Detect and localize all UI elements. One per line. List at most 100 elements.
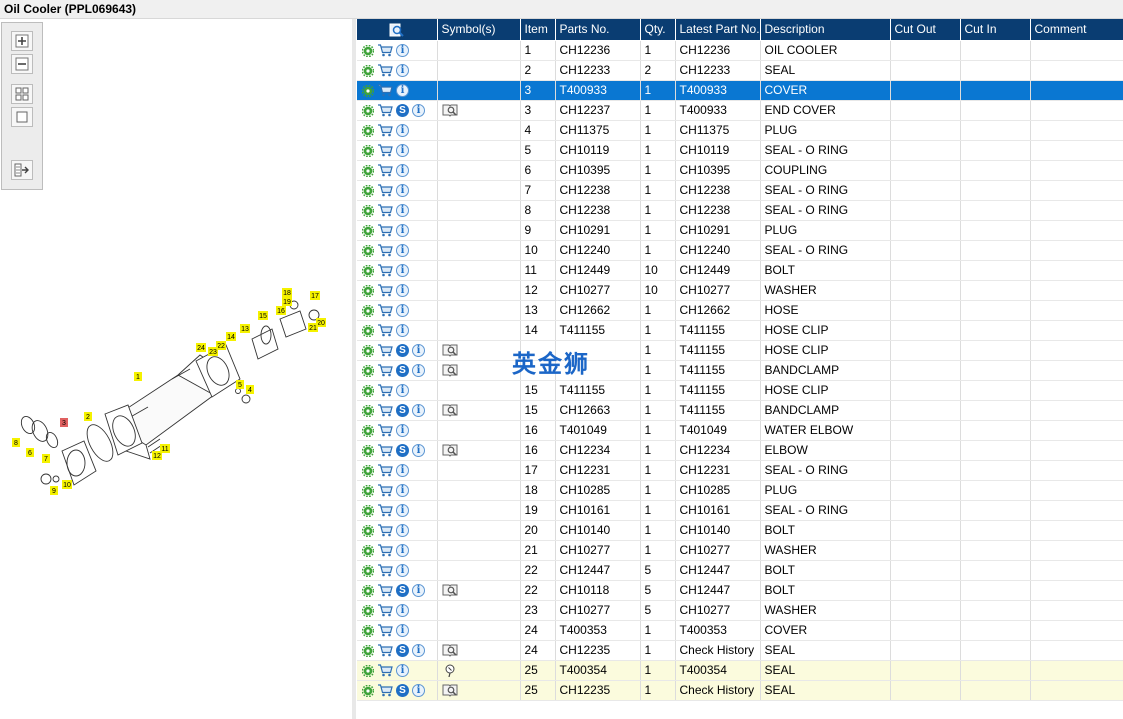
table-row[interactable]: i 18 CH10285 1 CH10285 PLUG (357, 480, 1123, 501)
cart-icon[interactable] (377, 64, 393, 77)
cart-icon[interactable] (377, 544, 393, 557)
table-row[interactable]: i 17 CH12231 1 CH12231 SEAL - O RING (357, 460, 1123, 481)
gear-icon[interactable] (362, 484, 374, 497)
gear-icon[interactable] (362, 204, 374, 217)
gear-icon[interactable] (362, 404, 374, 417)
table-row[interactable]: i 1 CH12236 1 CH12236 OIL COOLER (357, 40, 1123, 61)
table-row[interactable]: i 19 CH10161 1 CH10161 SEAL - O RING (357, 500, 1123, 521)
info-icon[interactable]: i (396, 304, 409, 318)
service-bulletin-icon[interactable]: S (396, 404, 409, 418)
info-icon[interactable]: i (396, 624, 409, 638)
table-row[interactable]: i 15 T411155 1 T411155 HOSE CLIP (357, 380, 1123, 401)
supersession-book-icon[interactable] (442, 444, 458, 457)
table-row[interactable]: i 3 T400933 1 T400933 COVER (357, 80, 1123, 101)
cart-icon[interactable] (377, 444, 393, 457)
info-icon[interactable]: i (396, 464, 409, 478)
info-icon[interactable]: i (396, 424, 409, 438)
callout-22[interactable]: 22 (216, 341, 226, 350)
cart-icon[interactable] (377, 364, 393, 377)
info-icon[interactable]: i (396, 144, 409, 158)
info-icon[interactable]: i (396, 664, 409, 678)
cart-icon[interactable] (377, 284, 393, 297)
cart-icon[interactable] (377, 344, 393, 357)
column-header-cut-in[interactable]: Cut In (960, 19, 1031, 41)
info-icon[interactable]: i (396, 384, 409, 398)
gear-icon[interactable] (362, 324, 374, 337)
callout-21[interactable]: 21 (308, 323, 318, 332)
info-icon[interactable]: i (396, 44, 409, 58)
info-icon[interactable]: i (396, 324, 409, 338)
info-icon[interactable]: i (412, 364, 425, 378)
callout-16[interactable]: 16 (276, 306, 286, 315)
cart-icon[interactable] (377, 244, 393, 257)
gear-icon[interactable] (362, 304, 374, 317)
info-icon[interactable]: i (412, 104, 425, 118)
info-icon[interactable]: i (412, 644, 425, 658)
gear-icon[interactable] (362, 624, 374, 637)
table-row[interactable]: i 5 CH10119 1 CH10119 SEAL - O RING (357, 140, 1123, 161)
callout-12[interactable]: 12 (152, 451, 162, 460)
cart-icon[interactable] (377, 424, 393, 437)
info-icon[interactable]: i (396, 164, 409, 178)
callout-19[interactable]: 19 (282, 297, 292, 306)
gear-icon[interactable] (362, 604, 374, 617)
info-icon[interactable]: i (396, 184, 409, 198)
service-bulletin-icon[interactable]: S (396, 444, 409, 458)
table-row[interactable]: i 13 CH12662 1 CH12662 HOSE (357, 300, 1123, 321)
column-header-cut-out[interactable]: Cut Out (890, 19, 961, 41)
callout-10[interactable]: 10 (62, 480, 72, 489)
info-icon[interactable]: i (396, 224, 409, 238)
info-icon[interactable]: i (396, 544, 409, 558)
table-row[interactable]: i 2 CH12233 2 CH12233 SEAL (357, 60, 1123, 81)
gear-icon[interactable] (362, 224, 374, 237)
supersession-book-icon[interactable] (442, 104, 458, 117)
table-row[interactable]: i 21 CH10277 1 CH10277 WASHER (357, 540, 1123, 561)
column-header-description[interactable]: Description (760, 19, 891, 41)
exploded-parts-diagram[interactable]: 1 2 3 4 5 6 7 8 9 10 11 12 13 14 15 16 1… (0, 249, 352, 519)
info-icon[interactable]: i (396, 484, 409, 498)
column-header-item[interactable]: Item (520, 19, 556, 41)
column-header-comment[interactable]: Comment (1030, 19, 1123, 41)
gear-icon[interactable] (362, 184, 374, 197)
info-icon[interactable]: i (396, 284, 409, 298)
table-row[interactable]: i 9 CH10291 1 CH10291 PLUG (357, 220, 1123, 241)
table-row[interactable]: i 20 CH10140 1 CH10140 BOLT (357, 520, 1123, 541)
cart-icon[interactable] (377, 384, 393, 397)
cart-icon[interactable] (377, 584, 393, 597)
pane-splitter[interactable] (352, 19, 356, 719)
gear-icon[interactable] (362, 464, 374, 477)
table-row[interactable]: i 12 CH10277 10 CH10277 WASHER (357, 280, 1123, 301)
supersession-book-icon[interactable] (442, 644, 458, 657)
callout-15[interactable]: 15 (258, 311, 268, 320)
cart-icon[interactable] (377, 84, 393, 97)
supersession-book-icon[interactable] (442, 404, 458, 417)
column-header-parts-no[interactable]: Parts No. (555, 19, 641, 41)
cart-icon[interactable] (377, 144, 393, 157)
callout-13[interactable]: 13 (240, 324, 250, 333)
gear-icon[interactable] (362, 64, 374, 77)
gear-icon[interactable] (362, 164, 374, 177)
info-icon[interactable]: i (396, 504, 409, 518)
callout-18[interactable]: 18 (282, 288, 292, 297)
cart-icon[interactable] (377, 184, 393, 197)
info-icon[interactable]: i (396, 264, 409, 278)
gear-icon[interactable] (362, 84, 374, 97)
service-bulletin-icon[interactable]: S (396, 644, 409, 658)
gear-icon[interactable] (362, 504, 374, 517)
service-bulletin-icon[interactable]: S (396, 364, 409, 378)
table-row[interactable]: i 24 T400353 1 T400353 COVER (357, 620, 1123, 641)
export-button[interactable] (11, 160, 33, 180)
callout-17[interactable]: 17 (310, 291, 320, 300)
gear-icon[interactable] (362, 124, 374, 137)
info-icon[interactable]: i (396, 124, 409, 138)
gear-icon[interactable] (362, 524, 374, 537)
column-header-icons[interactable] (357, 19, 438, 41)
fit-all-button[interactable] (11, 84, 33, 104)
cart-icon[interactable] (377, 664, 393, 677)
callout-5[interactable]: 5 (236, 380, 244, 389)
cart-icon[interactable] (377, 204, 393, 217)
gear-icon[interactable] (362, 444, 374, 457)
